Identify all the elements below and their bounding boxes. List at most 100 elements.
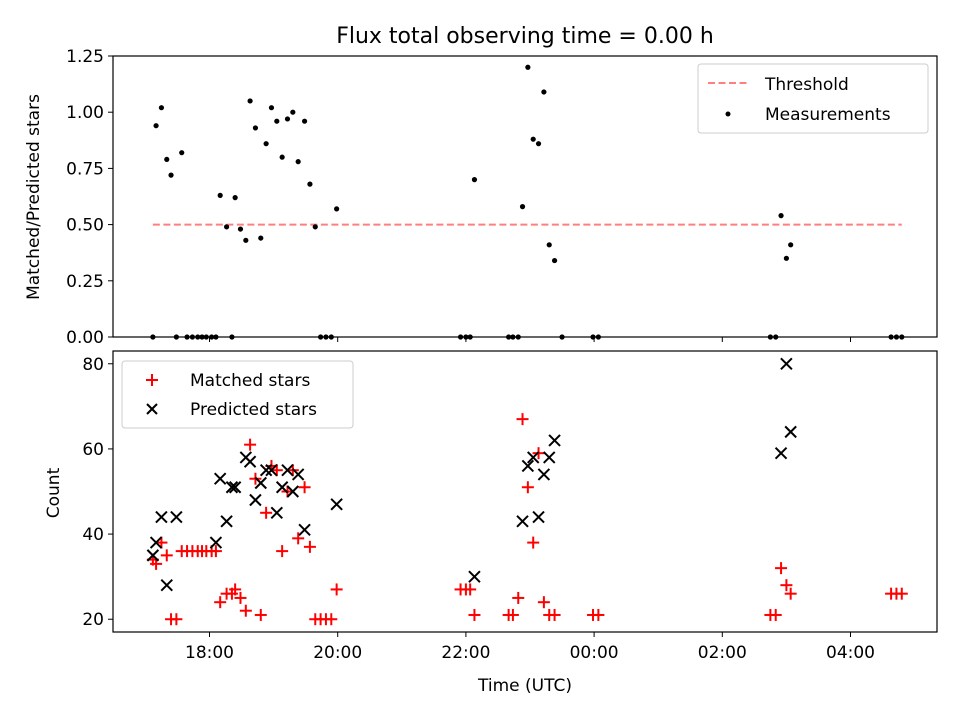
- bottom-x-tick-label: 02:00: [698, 643, 747, 663]
- predicted-star-point: [291, 468, 305, 481]
- matched-star-point: [468, 608, 481, 621]
- bottom-x-tick-label: 20:00: [313, 643, 362, 663]
- bottom-x-tick-label: 18:00: [185, 643, 234, 663]
- predicted-star-point: [784, 425, 797, 439]
- measurement-point: [546, 242, 552, 248]
- matched-star-point: [209, 545, 222, 558]
- bottom-x-tick-label: 00:00: [570, 643, 619, 663]
- measurement-point: [179, 150, 185, 156]
- matched-star-point: [548, 608, 561, 621]
- matched-star-point: [784, 587, 797, 600]
- matched-star-point: [276, 545, 289, 558]
- measurement-point: [268, 105, 275, 111]
- measurement-point: [168, 172, 174, 178]
- measurement-point: [312, 224, 318, 230]
- matched-star-point: [160, 549, 173, 562]
- measurement-point: [243, 237, 249, 243]
- predicted-star-point: [516, 515, 529, 528]
- measurement-point: [258, 235, 264, 241]
- counts-panel: Count Time (UTC) 20 40 60 80 18:00 20:00 22:00…: [44, 350, 938, 696]
- matched-star-point: [244, 438, 257, 451]
- matched-star-point: [229, 583, 242, 596]
- bottom-legend-box: [121, 360, 354, 429]
- measurement-point: [535, 141, 542, 147]
- matched-star-point: [254, 608, 267, 621]
- threshold-legend-label: Threshold: [764, 75, 849, 95]
- measurement-point: [525, 64, 531, 70]
- predicted-star-point: [155, 510, 168, 524]
- bottom-axes-frame: [112, 350, 938, 633]
- predicted-star-point: [281, 464, 294, 477]
- predicted-star-point: [259, 464, 273, 477]
- measurement-point: [541, 89, 547, 95]
- matched-star-point: [260, 506, 273, 519]
- measurement-point: [471, 177, 478, 183]
- matched-star-point: [214, 596, 227, 609]
- predicted-star-point: [532, 510, 545, 524]
- bottom-y-tick-label: 60: [82, 440, 104, 460]
- matched-star-point: [298, 481, 311, 494]
- top-y-axis-label: Matched/Predicted stars: [24, 94, 44, 300]
- measurement-point: [519, 204, 526, 210]
- bottom-y-axis-label: Count: [44, 467, 64, 518]
- measurement-point: [237, 226, 244, 232]
- bottom-legend: Matched stars Predicted stars: [121, 360, 354, 429]
- predicted-star-point: [286, 485, 300, 498]
- predicted-star-point: [213, 472, 227, 485]
- predicted-star-point: [298, 523, 311, 537]
- matched-star-point: [537, 596, 550, 609]
- predicted-star-point: [468, 570, 481, 583]
- matched-star-point: [506, 608, 519, 621]
- measurement-point: [164, 156, 170, 163]
- predicted-star-point: [774, 446, 788, 460]
- predicted-star-point: [330, 498, 343, 511]
- measurement-point: [307, 181, 313, 187]
- bottom-y-tick-label: 40: [82, 525, 104, 545]
- matched-star-point: [775, 562, 788, 575]
- bottom-plot-area: 20 40 60 80 18:00 20:00 22:00 00:00 02:00 04:00: [82, 350, 938, 663]
- matched-star-point: [325, 613, 338, 626]
- predicted-star-point: [149, 536, 163, 549]
- measurement-point: [223, 224, 230, 230]
- predicted-star-point: [521, 459, 535, 473]
- predicted-legend-label: Predicted stars: [190, 400, 317, 420]
- measurement-point: [252, 125, 259, 131]
- predicted-star-point: [780, 357, 793, 370]
- top-y-tick-label: 0.75: [66, 159, 104, 179]
- measurement-point: [290, 109, 296, 115]
- predicted-star-point: [537, 468, 551, 481]
- matched-star-point: [303, 540, 316, 553]
- predicted-star-point: [146, 549, 160, 562]
- matched-star-point: [330, 583, 343, 596]
- predicted-star-point: [160, 578, 173, 592]
- predicted-star-point: [526, 451, 540, 464]
- matched-star-point: [780, 579, 793, 592]
- measurement-point: [530, 136, 536, 142]
- top-y-tick-label: 0.50: [66, 216, 104, 236]
- measurement-point: [263, 141, 269, 147]
- measurement-point: [279, 154, 285, 160]
- predicted-star-point: [249, 493, 262, 507]
- top-legend: Threshold Measurements: [697, 63, 929, 134]
- measurement-point: [301, 118, 308, 124]
- matched-star-point: [512, 591, 525, 604]
- predicted-star-point: [254, 476, 267, 490]
- predicted-star-point: [225, 481, 239, 494]
- predicted-star-point: [548, 434, 561, 447]
- bottom-y-tick-label: 20: [82, 610, 104, 630]
- predicted-star-point: [209, 536, 223, 549]
- measurement-point: [158, 105, 165, 111]
- measurements-legend-label: Measurements: [765, 105, 891, 125]
- predicted-star-point: [243, 455, 257, 468]
- top-y-tick-label: 0.00: [66, 328, 104, 348]
- predicted-legend-swatch: [146, 403, 158, 415]
- measurement-point: [232, 195, 238, 201]
- matched-star-point: [292, 532, 305, 545]
- measurement-point: [217, 192, 223, 198]
- ratio-panel: Flux total observing time = 0.00 h Match…: [24, 24, 938, 348]
- measurement-point: [153, 123, 159, 129]
- measurement-point: [551, 257, 558, 264]
- predicted-star-point: [270, 506, 284, 519]
- top-axes-frame: [112, 55, 938, 338]
